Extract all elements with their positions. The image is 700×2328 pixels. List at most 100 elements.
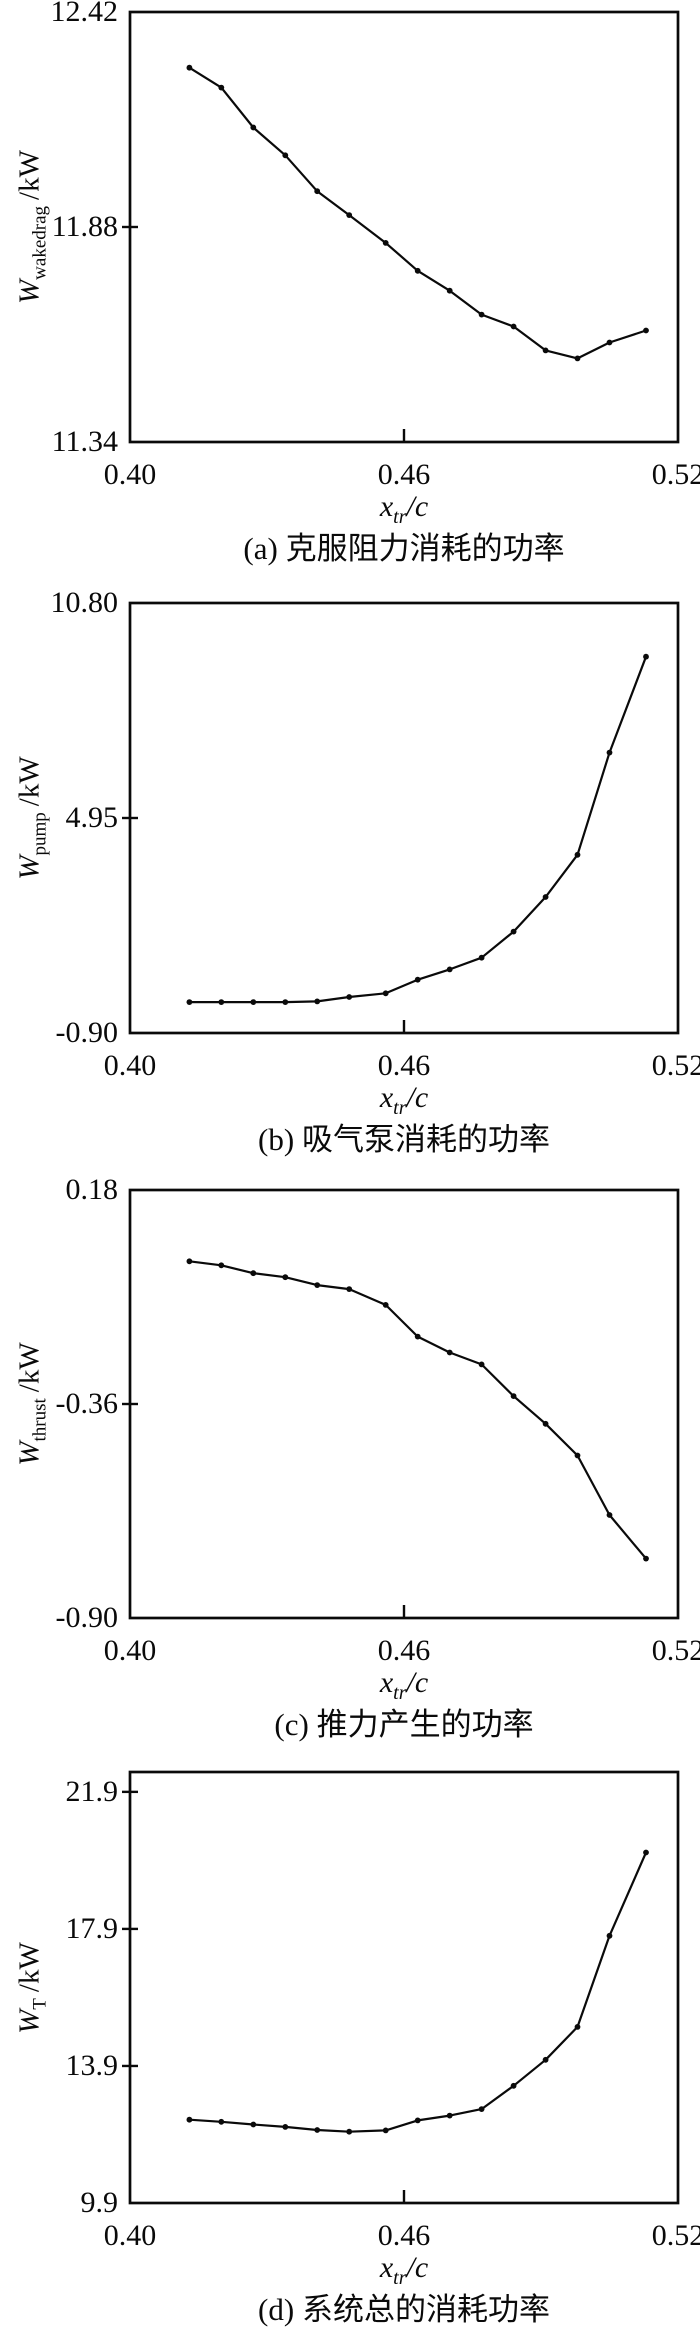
- data-point-marker: [382, 2127, 389, 2134]
- y-tick-label: -0.90: [55, 1016, 119, 1049]
- x-tick-label: 0.46: [377, 1049, 431, 1082]
- caption-d: (d) 系统总的消耗功率: [258, 2292, 550, 2327]
- data-point-marker: [446, 966, 453, 973]
- data-line: [188, 66, 647, 360]
- data-point-marker: [574, 355, 581, 362]
- x-axis-title-c: xtr/c: [130, 1666, 678, 1704]
- data-point-marker: [643, 1555, 649, 1562]
- data-point-marker: [382, 1302, 389, 1308]
- y-axis-unit-d: /kW: [13, 1942, 46, 1993]
- data-point-marker: [643, 653, 649, 660]
- y-tick-label: 12.42: [50, 0, 119, 28]
- data-point-marker: [346, 1286, 353, 1292]
- x-tick-label: 0.46: [377, 458, 431, 491]
- caption-a: (a) 克服阻力消耗的功率: [243, 531, 565, 566]
- data-point-marker: [282, 1274, 289, 1281]
- data-point-marker: [510, 928, 517, 935]
- data-point-marker: [314, 2127, 321, 2133]
- caption-c: (c) 推力产生的功率: [274, 1707, 534, 1742]
- data-point-marker: [478, 954, 485, 961]
- y-tick-label: 10.80: [50, 586, 119, 619]
- data-point-marker: [282, 2124, 289, 2130]
- data-point-marker: [542, 894, 549, 900]
- y-axis-symbol-c: W: [13, 1441, 46, 1466]
- data-line: [189, 1852, 648, 2133]
- data-point-marker: [314, 998, 321, 1005]
- x-axis-unit-d: /c: [406, 2251, 429, 2284]
- data-point-marker: [250, 124, 257, 131]
- x-axis-title-d: xtr/c: [130, 2251, 678, 2289]
- y-axis-symbol-d: W: [13, 2009, 46, 2034]
- x-axis-symbol-c: x: [379, 1666, 394, 1699]
- data-line: [189, 1260, 647, 1560]
- y-tick-label: 9.9: [80, 2186, 119, 2219]
- data-point-marker: [382, 990, 389, 997]
- y-tick-label: 13.9: [65, 2048, 119, 2082]
- data-line: [189, 656, 648, 1004]
- data-point-marker: [218, 2118, 225, 2125]
- data-point-marker: [250, 2121, 257, 2128]
- y-axis-subscript-d: T: [29, 1998, 51, 2010]
- y-tick-label: 11.34: [51, 425, 118, 458]
- plot-frame-b: [128, 601, 680, 1035]
- data-point-marker: [346, 994, 353, 1000]
- data-point-marker: [542, 1420, 549, 1427]
- x-tick-label: 0.52: [651, 2219, 700, 2252]
- x-tick-label: 0.40: [103, 2219, 157, 2252]
- data-point-marker: [446, 2112, 453, 2119]
- x-axis-title-a: xtr/c: [130, 490, 678, 528]
- caption-b: (b) 吸气泵消耗的功率: [258, 1122, 550, 1157]
- x-tick-label: 0.46: [377, 2219, 431, 2252]
- data-point-marker: [478, 311, 485, 318]
- x-tick-label: 0.40: [103, 1049, 157, 1082]
- data-point-marker: [382, 240, 389, 246]
- data-point-marker: [218, 84, 225, 91]
- x-axis-subscript-d: tr: [393, 2267, 407, 2289]
- plot-frame-c: [128, 1188, 680, 1620]
- data-point-marker: [574, 1452, 581, 1459]
- data-point-marker: [510, 2082, 517, 2089]
- y-tick-label: 4.95: [65, 801, 119, 834]
- x-axis-unit-b: /c: [406, 1081, 429, 1114]
- data-point-marker: [314, 188, 321, 195]
- data-point-marker: [606, 1512, 613, 1518]
- data-point-marker: [250, 999, 257, 1005]
- data-point-marker: [186, 64, 193, 71]
- data-point-marker: [414, 2117, 421, 2124]
- x-axis-symbol-d: x: [379, 2251, 394, 2284]
- data-point-marker: [606, 749, 613, 756]
- data-point-marker: [282, 152, 289, 159]
- data-point-marker: [606, 339, 613, 346]
- data-point-marker: [643, 327, 649, 334]
- data-point-marker: [446, 287, 453, 294]
- x-axis-subscript-a: tr: [393, 506, 407, 528]
- x-tick-label: 0.40: [103, 1634, 157, 1667]
- y-tick-label: 17.9: [65, 1911, 119, 1945]
- data-point-marker: [478, 1361, 485, 1368]
- x-axis-unit-a: /c: [406, 490, 429, 523]
- data-point-marker: [574, 851, 581, 858]
- data-point-marker: [414, 267, 421, 274]
- x-axis-subscript-b: tr: [393, 1097, 407, 1119]
- x-axis-unit-c: /c: [406, 1666, 429, 1699]
- data-point-marker: [218, 1262, 225, 1269]
- data-point-marker: [643, 1849, 649, 1856]
- x-axis-title-b: xtr/c: [130, 1081, 678, 1119]
- data-point-marker: [542, 2056, 549, 2063]
- y-axis-symbol-b: W: [13, 855, 46, 880]
- y-tick-label: 21.9: [65, 1774, 119, 1808]
- data-point-marker: [574, 2024, 581, 2030]
- data-point-marker: [414, 976, 421, 983]
- data-point-marker: [186, 2116, 193, 2123]
- x-tick-label: 0.52: [651, 1634, 700, 1667]
- y-axis-symbol-a: W: [13, 279, 46, 304]
- data-point-marker: [218, 999, 225, 1005]
- data-point-marker: [186, 999, 193, 1005]
- data-point-marker: [542, 347, 549, 354]
- x-axis-symbol-a: x: [379, 490, 394, 523]
- y-tick-label: 0.18: [65, 1173, 119, 1206]
- x-tick-label: 0.46: [377, 1634, 431, 1667]
- data-point-marker: [282, 999, 289, 1005]
